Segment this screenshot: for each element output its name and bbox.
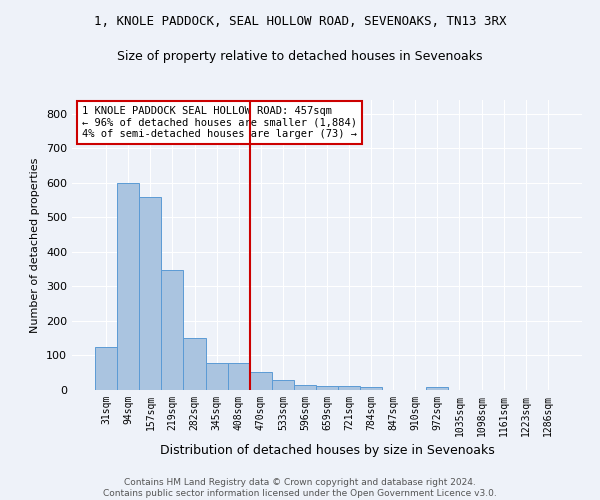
Text: 1 KNOLE PADDOCK SEAL HOLLOW ROAD: 457sqm
← 96% of detached houses are smaller (1: 1 KNOLE PADDOCK SEAL HOLLOW ROAD: 457sqm… xyxy=(82,106,357,139)
Text: Size of property relative to detached houses in Sevenoaks: Size of property relative to detached ho… xyxy=(117,50,483,63)
Text: 1, KNOLE PADDOCK, SEAL HOLLOW ROAD, SEVENOAKS, TN13 3RX: 1, KNOLE PADDOCK, SEAL HOLLOW ROAD, SEVE… xyxy=(94,15,506,28)
X-axis label: Distribution of detached houses by size in Sevenoaks: Distribution of detached houses by size … xyxy=(160,444,494,458)
Bar xyxy=(316,386,338,390)
Text: Contains HM Land Registry data © Crown copyright and database right 2024.
Contai: Contains HM Land Registry data © Crown c… xyxy=(103,478,497,498)
Bar xyxy=(294,385,316,390)
Bar xyxy=(117,183,139,390)
Bar xyxy=(139,198,161,390)
Bar xyxy=(206,363,227,390)
Bar xyxy=(360,387,382,390)
Bar xyxy=(227,363,250,390)
Y-axis label: Number of detached properties: Number of detached properties xyxy=(31,158,40,332)
Bar xyxy=(250,372,272,390)
Bar xyxy=(427,387,448,390)
Bar xyxy=(184,338,206,390)
Bar xyxy=(338,386,360,390)
Bar xyxy=(161,270,184,390)
Bar xyxy=(95,347,117,390)
Bar xyxy=(272,380,294,390)
